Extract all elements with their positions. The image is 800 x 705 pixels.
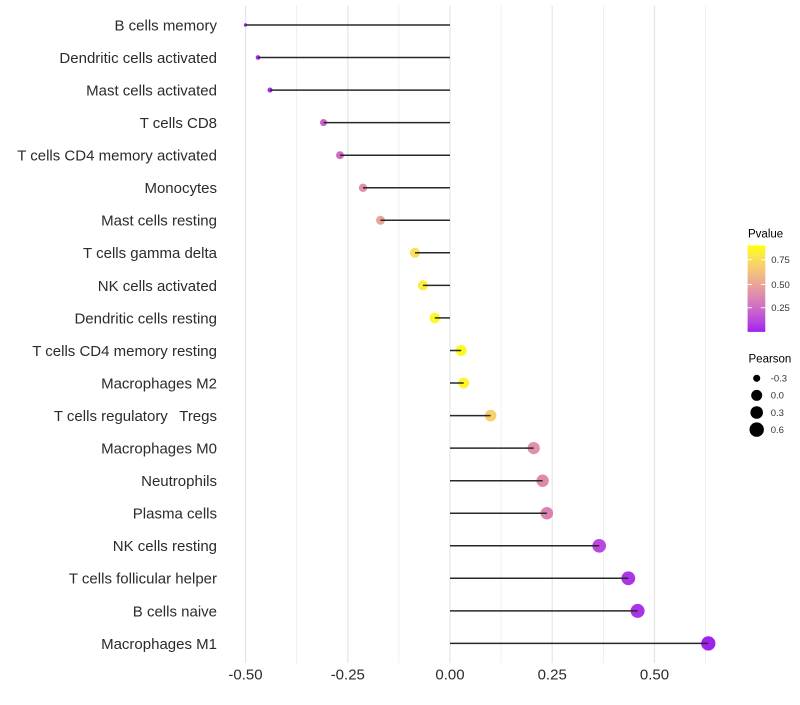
svg-text:NK cells activated: NK cells activated (98, 278, 217, 295)
svg-text:B cells naive: B cells naive (133, 603, 217, 620)
svg-text:T cells gamma delta: T cells gamma delta (83, 245, 218, 262)
svg-text:Pearson: Pearson (749, 354, 792, 366)
svg-text:Pvalue: Pvalue (748, 229, 783, 241)
svg-text:Macrophages M2: Macrophages M2 (101, 375, 217, 392)
svg-text:T cells regulatory Tregs: T cells regulatory Tregs (54, 408, 217, 425)
svg-text:0.0: 0.0 (771, 391, 784, 402)
svg-text:Plasma cells: Plasma cells (133, 506, 217, 523)
svg-text:0.25: 0.25 (771, 303, 790, 314)
svg-text:0.00: 0.00 (435, 667, 464, 684)
svg-text:-0.50: -0.50 (228, 667, 262, 684)
svg-text:0.50: 0.50 (640, 667, 669, 684)
svg-text:T cells CD4 memory activated: T cells CD4 memory activated (17, 148, 217, 165)
svg-text:B cells memory: B cells memory (114, 17, 217, 34)
svg-text:T cells CD4 memory resting: T cells CD4 memory resting (32, 343, 217, 360)
svg-text:Neutrophils: Neutrophils (141, 473, 217, 490)
svg-text:-0.25: -0.25 (331, 667, 365, 684)
svg-text:0.75: 0.75 (771, 255, 790, 266)
svg-text:NK cells resting: NK cells resting (113, 538, 217, 555)
svg-text:-0.3: -0.3 (771, 374, 787, 385)
svg-text:Mast cells resting: Mast cells resting (101, 213, 217, 230)
svg-text:0.50: 0.50 (771, 280, 790, 291)
svg-text:Dendritic cells activated: Dendritic cells activated (59, 50, 217, 67)
svg-text:Macrophages M0: Macrophages M0 (101, 441, 217, 458)
svg-text:Mast cells activated: Mast cells activated (86, 83, 217, 100)
svg-text:0.25: 0.25 (538, 667, 567, 684)
svg-text:0.3: 0.3 (771, 408, 784, 419)
svg-text:0.6: 0.6 (771, 425, 784, 436)
svg-text:Dendritic cells resting: Dendritic cells resting (74, 310, 217, 327)
svg-text:Macrophages M1: Macrophages M1 (101, 636, 217, 653)
svg-text:T cells CD8: T cells CD8 (140, 115, 217, 132)
svg-text:Monocytes: Monocytes (144, 180, 217, 197)
svg-text:T cells follicular helper: T cells follicular helper (69, 571, 217, 588)
